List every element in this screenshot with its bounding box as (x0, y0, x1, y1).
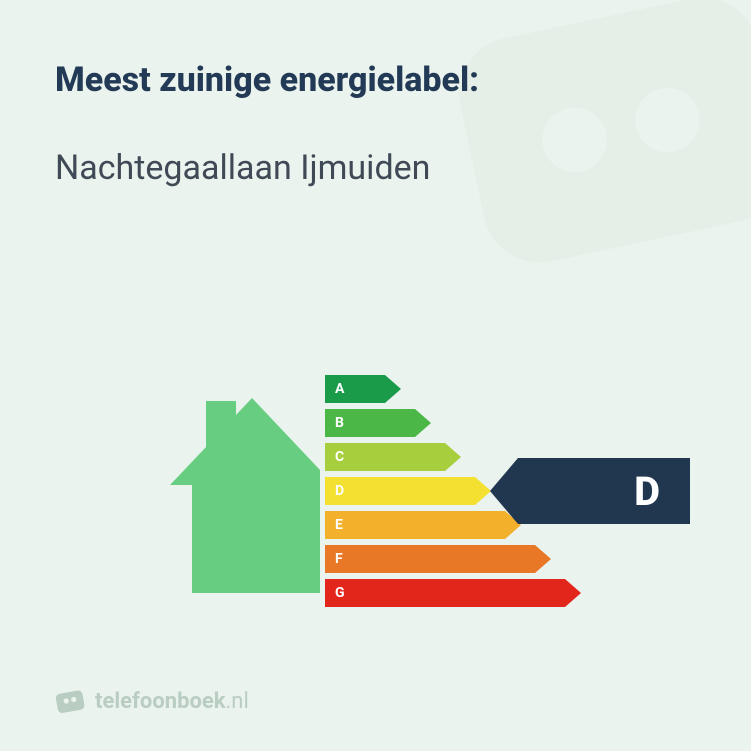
energy-chart: A B C D E F G D (170, 370, 690, 630)
house-shape (170, 398, 320, 593)
energy-bar-a: A (325, 375, 565, 403)
bar-letter-f: F (335, 551, 343, 567)
energy-bar-b: B (325, 409, 565, 437)
bar-letter-g: G (335, 585, 345, 601)
bar-letter-d: D (335, 483, 344, 499)
footer-brand: telefoonboek.nl (95, 689, 249, 714)
footer-brand-bold: telefoonboek (95, 689, 226, 714)
footer-logo-icon (55, 686, 85, 716)
page-title: Meest zuinige energielabel: (55, 60, 696, 100)
house-icon (170, 398, 320, 593)
energy-bar-g: G (325, 579, 565, 607)
selected-rating-badge: D (490, 458, 690, 524)
footer-logo-dot-2 (71, 697, 76, 702)
bar-letter-e: E (335, 517, 343, 533)
bar-letter-a: A (335, 381, 344, 397)
selected-rating-letter: D (634, 468, 660, 515)
selected-badge-shape (490, 458, 690, 524)
bar-letter-b: B (335, 415, 344, 431)
footer-logo-bg (55, 690, 85, 714)
footer: telefoonboek.nl (55, 686, 249, 716)
footer-logo-dot-1 (64, 698, 69, 703)
location-subtitle: Nachtegaallaan Ijmuiden (55, 148, 696, 188)
energy-label-card: Meest zuinige energielabel: Nachtegaalla… (0, 0, 751, 751)
energy-bar-f: F (325, 545, 565, 573)
bar-letter-c: C (335, 449, 344, 465)
footer-brand-light: .nl (226, 689, 249, 714)
